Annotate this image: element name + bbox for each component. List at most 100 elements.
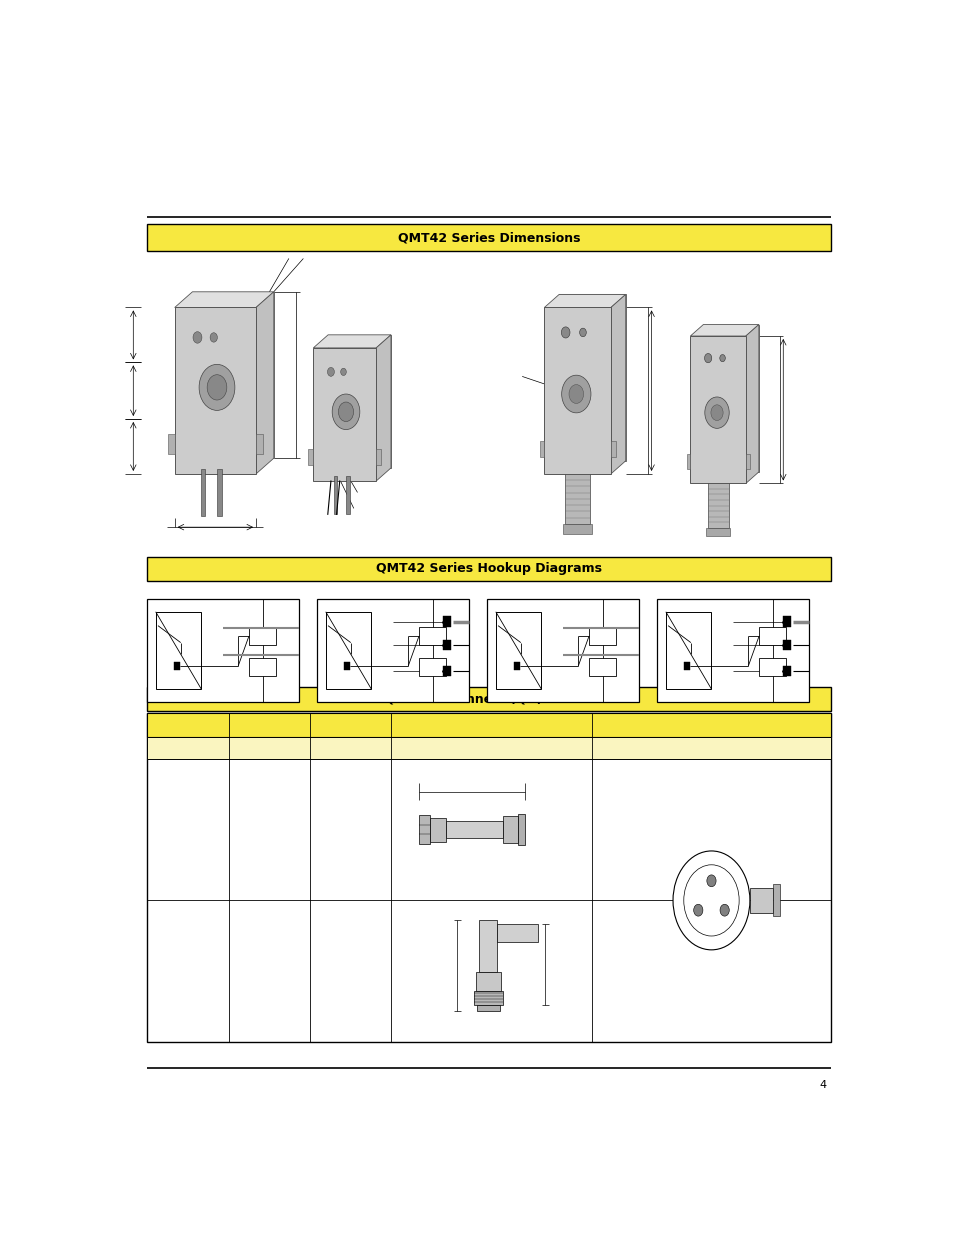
Bar <box>759 658 785 676</box>
Text: Quick-Disconnect (QD) Cables: Quick-Disconnect (QD) Cables <box>384 693 593 705</box>
Bar <box>446 821 503 839</box>
Bar <box>418 627 446 645</box>
Text: 2 m (6.5 ft): 2 m (6.5 ft) <box>327 825 374 834</box>
Bar <box>201 469 205 515</box>
Bar <box>249 658 275 676</box>
Circle shape <box>568 384 583 404</box>
Text: Style: Style <box>172 742 203 753</box>
Bar <box>479 920 497 972</box>
Bar <box>418 815 430 844</box>
Bar <box>147 737 830 758</box>
Circle shape <box>693 904 702 916</box>
Text: QMT42 Series Dimensions: QMT42 Series Dimensions <box>397 231 579 245</box>
Bar <box>588 658 616 676</box>
Polygon shape <box>610 294 625 474</box>
Polygon shape <box>375 335 391 482</box>
Circle shape <box>579 329 586 337</box>
Bar <box>588 627 616 645</box>
Bar <box>155 611 201 689</box>
Circle shape <box>561 375 590 412</box>
Polygon shape <box>544 294 625 308</box>
Bar <box>564 474 590 524</box>
Text: 5 m (16.4 ft): 5 m (16.4 ft) <box>324 967 376 976</box>
Text: Pinout: Pinout <box>692 742 730 753</box>
Circle shape <box>193 332 202 343</box>
Bar <box>759 627 785 645</box>
Bar <box>476 972 500 990</box>
Bar <box>782 616 790 626</box>
Text: Length: Length <box>330 742 371 753</box>
Circle shape <box>719 354 724 362</box>
Bar <box>443 640 451 651</box>
Text: MQDC-xxx: MQDC-xxx <box>247 825 292 834</box>
Text: Right Angle: Right Angle <box>159 966 216 976</box>
Bar <box>217 469 221 515</box>
Bar <box>255 433 262 454</box>
Circle shape <box>710 405 722 420</box>
Bar <box>147 599 298 701</box>
Text: Straight: Straight <box>169 825 208 835</box>
Bar <box>745 454 749 468</box>
Bar <box>147 713 830 737</box>
Bar <box>476 1005 499 1011</box>
Bar <box>683 662 690 669</box>
Bar <box>308 450 313 466</box>
Bar <box>147 713 830 1042</box>
Bar <box>487 599 639 701</box>
Circle shape <box>199 364 234 410</box>
Text: Dimensions: Dimensions <box>457 742 525 753</box>
Bar <box>168 433 174 454</box>
Bar <box>749 888 772 913</box>
Circle shape <box>338 403 354 421</box>
Bar <box>782 640 790 651</box>
Bar <box>193 291 274 458</box>
Bar <box>346 477 349 514</box>
Bar <box>147 557 830 580</box>
Circle shape <box>207 374 227 400</box>
Bar <box>497 924 537 942</box>
Polygon shape <box>745 325 758 483</box>
Text: QMT42 Series Hookup Diagrams: QMT42 Series Hookup Diagrams <box>375 562 601 576</box>
Circle shape <box>210 332 217 342</box>
Bar <box>249 627 275 645</box>
Bar <box>702 325 758 472</box>
Circle shape <box>706 874 716 887</box>
Bar <box>418 658 446 676</box>
Bar <box>610 441 615 457</box>
Text: MQDC-xxx: MQDC-xxx <box>247 967 292 976</box>
Bar <box>375 450 381 466</box>
Bar <box>657 599 808 701</box>
Polygon shape <box>255 291 274 474</box>
Bar <box>334 477 336 514</box>
Circle shape <box>327 368 335 377</box>
Bar <box>443 616 451 626</box>
Bar <box>539 441 544 457</box>
Bar <box>173 662 180 669</box>
Circle shape <box>560 327 569 338</box>
Bar <box>562 524 592 534</box>
Bar <box>313 348 375 482</box>
Bar <box>317 599 469 701</box>
Polygon shape <box>313 335 391 348</box>
Bar <box>174 308 255 474</box>
Circle shape <box>340 368 346 375</box>
Circle shape <box>672 851 749 950</box>
Bar <box>707 483 728 527</box>
Polygon shape <box>174 291 274 308</box>
Polygon shape <box>690 325 758 336</box>
Circle shape <box>704 353 711 363</box>
Bar <box>503 816 517 842</box>
Bar <box>496 611 540 689</box>
Bar <box>325 611 371 689</box>
Bar <box>514 662 519 669</box>
Bar <box>517 814 524 845</box>
Bar <box>430 818 446 841</box>
Circle shape <box>704 396 728 429</box>
Bar <box>344 662 350 669</box>
Circle shape <box>332 394 359 430</box>
Text: 4: 4 <box>819 1079 826 1089</box>
Bar <box>686 454 690 468</box>
Bar <box>558 294 625 461</box>
Circle shape <box>720 904 728 916</box>
Bar <box>474 990 502 1005</box>
